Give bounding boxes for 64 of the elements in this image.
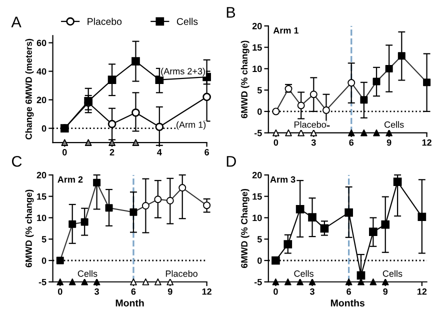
annotation: (Arm 1) bbox=[176, 121, 206, 130]
y-tick-label: 10 bbox=[37, 214, 46, 222]
y-tick-label: 15 bbox=[37, 193, 46, 200]
y-tick-label: 0 bbox=[42, 257, 46, 264]
x-tick-label: 0 bbox=[58, 288, 62, 295]
y-tick-label: 5 bbox=[257, 87, 262, 94]
x-tick-label: 12 bbox=[417, 288, 427, 295]
annotation: Cells bbox=[78, 270, 98, 277]
x-tick-label: 9 bbox=[386, 139, 392, 146]
y-tick-label: 20 bbox=[36, 96, 46, 104]
annotation: Arm 3 bbox=[270, 176, 296, 183]
y-tick-label: -5 bbox=[254, 130, 262, 136]
y-axis-title: 6MWD (% change) bbox=[25, 190, 34, 268]
y-tick-label: 15 bbox=[252, 44, 262, 51]
x-axis-title: Months bbox=[330, 299, 364, 306]
x-tick-label: 4 bbox=[157, 149, 162, 156]
chart-title: A bbox=[11, 16, 22, 28]
x-tick-label: 12 bbox=[202, 288, 212, 295]
y-tick-label: 0 bbox=[257, 257, 262, 264]
annotation: Cells bbox=[294, 270, 314, 277]
x-tick-label: 0 bbox=[274, 288, 278, 295]
chart-title: C bbox=[12, 156, 22, 167]
chart-title: B bbox=[226, 7, 236, 18]
y-tick-label: 10 bbox=[252, 66, 262, 72]
legend-label: Cells bbox=[176, 18, 198, 25]
x-axis-title: Month bbox=[116, 299, 144, 306]
annotation: Arm 2 bbox=[58, 176, 83, 183]
x-tick-label: 3 bbox=[311, 139, 316, 146]
annotation: Placebo bbox=[166, 270, 198, 277]
x-tick-label: 3 bbox=[310, 288, 314, 295]
x-tick-label: 9 bbox=[383, 288, 388, 295]
y-tick-label: 10 bbox=[252, 214, 262, 222]
x-tick-label: 9 bbox=[168, 288, 172, 295]
y-tick-label: 0 bbox=[257, 108, 262, 115]
x-tick-label: 3 bbox=[94, 288, 99, 295]
y-tick-label: 20 bbox=[252, 172, 262, 178]
y-tick-label: 60 bbox=[36, 40, 46, 46]
annotation: Arm 1 bbox=[273, 27, 298, 34]
y-tick-label: 5 bbox=[257, 236, 262, 242]
y-tick-label: 20 bbox=[36, 172, 46, 178]
x-tick-label: 6 bbox=[346, 288, 352, 295]
annotation: Placebo bbox=[294, 121, 326, 128]
annotation: Cells bbox=[384, 121, 404, 128]
y-tick-label: 0 bbox=[42, 125, 46, 132]
x-tick-label: 6 bbox=[131, 288, 136, 295]
y-axis-title: 6MWD (% Change) bbox=[240, 188, 250, 268]
legend-label: Placebo bbox=[88, 18, 122, 25]
x-tick-label: 6 bbox=[349, 139, 354, 146]
x-tick-label: 0 bbox=[274, 139, 278, 146]
x-tick-label: 6 bbox=[204, 149, 209, 156]
y-tick-label: -5 bbox=[254, 278, 262, 286]
y-tick-label: 40 bbox=[36, 68, 46, 75]
annotation: (Arms 2+3) bbox=[161, 68, 205, 76]
y-axis-title: 6MWD (% change) bbox=[240, 40, 250, 118]
x-tick-label: 0 bbox=[62, 149, 67, 156]
chart-title: D bbox=[226, 156, 236, 167]
x-tick-label: 12 bbox=[422, 139, 432, 146]
annotation: Cells bbox=[382, 270, 402, 277]
y-axis-title: Change 6MWD (meters) bbox=[25, 38, 34, 140]
y-tick-label: 20 bbox=[252, 22, 262, 30]
y-tick-label: -5 bbox=[38, 278, 46, 286]
y-tick-label: 15 bbox=[252, 193, 262, 200]
x-tick-label: 2 bbox=[110, 149, 114, 156]
y-tick-label: 5 bbox=[42, 236, 46, 242]
